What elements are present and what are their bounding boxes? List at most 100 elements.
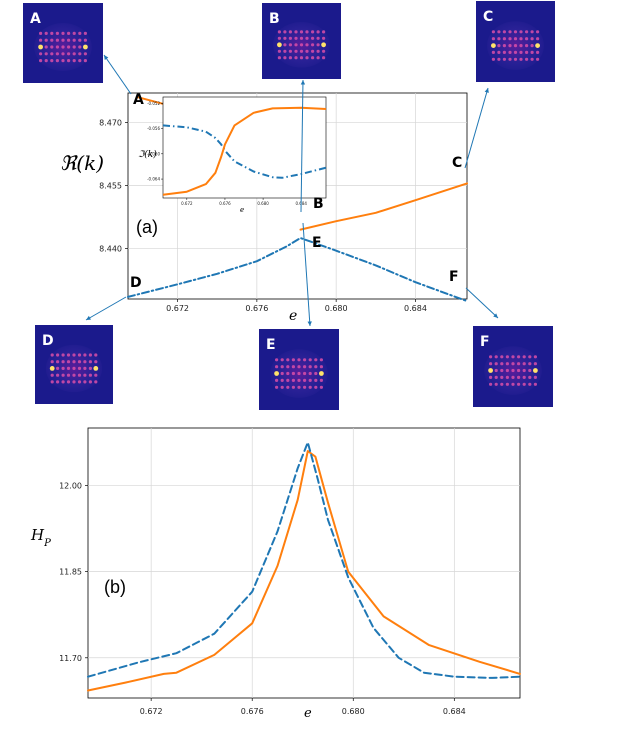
thumbnail-spot <box>491 43 496 48</box>
thumbnail-spot <box>83 366 87 370</box>
thumbnail-spot <box>49 366 55 371</box>
thumbnail-spot <box>50 360 54 364</box>
thumbnail-spot <box>308 365 312 369</box>
thumbnail-spot <box>94 360 98 364</box>
thumbnail-spot <box>305 36 309 40</box>
thumbnail-spot <box>533 362 538 366</box>
thumbnail-spot <box>319 365 323 369</box>
thumbnail-spot <box>497 37 501 41</box>
thumbnail-spot <box>61 373 65 377</box>
thumbnail-spot <box>66 366 71 370</box>
mode-thumbnails: A B C D E F <box>23 1 555 410</box>
thumbnail-spot <box>67 52 71 56</box>
thumbnail-spot <box>277 36 281 40</box>
thumbnail-spot <box>67 31 71 35</box>
thumbnail-spot <box>513 57 518 61</box>
thumbnail-spot <box>44 59 48 63</box>
thumbnail-spot <box>508 37 512 41</box>
thumbnail-spot <box>491 30 495 34</box>
thumbnail-spot <box>517 355 521 359</box>
thumbnail-spot <box>286 378 290 382</box>
series-line-blue-2 <box>127 237 468 303</box>
thumbnail-spot <box>286 358 290 362</box>
thumbnail-spot <box>502 57 506 61</box>
thumbnail-spot <box>277 30 281 34</box>
thumbnail-spot <box>291 385 295 389</box>
thumbnail-spot <box>283 43 287 47</box>
annotation-arrow <box>85 296 127 321</box>
thumbnail-label: A <box>30 11 41 27</box>
inset-x-axis-label: e <box>240 206 244 214</box>
thumbnail-spot <box>83 360 87 364</box>
thumbnail-spot <box>275 378 279 382</box>
thumbnail-spot <box>489 355 493 359</box>
thumbnail-spot <box>55 31 60 35</box>
y-tick-label: 8.455 <box>99 181 122 190</box>
thumbnail-spot <box>494 355 498 359</box>
thumbnail-spot <box>322 56 326 60</box>
thumbnail-spot <box>525 50 529 55</box>
thumbnail-spot <box>78 31 82 35</box>
thumbnail-spot <box>305 30 309 34</box>
series-line-orange-1 <box>299 182 468 231</box>
thumbnail-spot <box>66 380 71 384</box>
thumbnail-spot <box>55 52 60 56</box>
thumbnail-spot <box>528 355 532 359</box>
annotation-arrow <box>302 222 311 327</box>
thumbnail-spot <box>308 378 312 382</box>
thumbnail-spot <box>291 371 295 376</box>
thumbnail-spot <box>311 49 315 53</box>
thumbnail-spot <box>78 52 82 56</box>
thumbnail-spot <box>517 375 521 379</box>
annotation-arrowhead <box>484 88 489 93</box>
thumbnail-spot <box>55 45 60 49</box>
thumbnail-spot <box>66 373 71 377</box>
thumbnail-spot <box>72 59 76 63</box>
thumbnail-spot <box>497 57 501 61</box>
thumbnail-spot <box>522 362 526 366</box>
thumbnail-spot <box>517 362 521 366</box>
thumbnail-spot <box>288 56 292 60</box>
thumbnail-spot <box>50 59 54 63</box>
thumbnail-spot <box>78 59 82 63</box>
thumbnail-spot <box>497 30 501 34</box>
thumbnail-spot <box>528 382 532 386</box>
thumbnail-spot <box>494 375 498 379</box>
thumbnail-spot <box>533 368 538 373</box>
thumbnail-spot <box>311 56 315 60</box>
x-tick-label: 0.676 <box>245 304 268 313</box>
chart-a-x-axis-label: e <box>289 308 297 324</box>
thumbnail-spot <box>56 373 60 377</box>
inset-x-tick-label: 0.676 <box>219 201 231 206</box>
thumbnail-spot <box>517 368 521 373</box>
annotation-arrowhead <box>300 80 306 85</box>
thumbnail-spot <box>308 358 312 362</box>
thumbnail-spot <box>88 360 92 364</box>
thumbnail-spot <box>61 366 65 370</box>
thumbnail-spot <box>288 49 292 53</box>
thumbnail-spot <box>513 50 518 55</box>
thumbnail-spot <box>297 385 301 389</box>
thumbnail-spot <box>303 371 307 376</box>
thumbnail-spot <box>286 371 290 376</box>
mode-thumbnail: E <box>259 329 339 410</box>
thumbnail-spot <box>67 45 71 49</box>
thumbnail-spot <box>39 31 43 35</box>
thumbnail-spot <box>519 57 523 61</box>
thumbnail-spot <box>299 49 304 53</box>
thumbnail-spot <box>530 57 534 61</box>
chart-a-tick-labels: 0.672 0.676 0.680 0.684 8.470 8.455 8.440 <box>99 118 427 313</box>
thumbnail-label: D <box>42 333 54 349</box>
thumbnail-spot <box>533 355 538 359</box>
thumbnail-spot <box>525 44 529 48</box>
thumbnail-spot <box>319 371 324 376</box>
thumbnail-spot <box>536 57 540 61</box>
thumbnail-spot <box>314 385 318 389</box>
y-tick-label: 8.440 <box>99 245 122 254</box>
annotation-label: E <box>312 235 322 251</box>
thumbnail-spot <box>322 49 326 53</box>
thumbnail-spot <box>88 380 92 384</box>
thumbnail-spot <box>280 365 284 369</box>
thumbnail-spot <box>61 360 65 364</box>
thumbnail-spot <box>50 38 54 42</box>
